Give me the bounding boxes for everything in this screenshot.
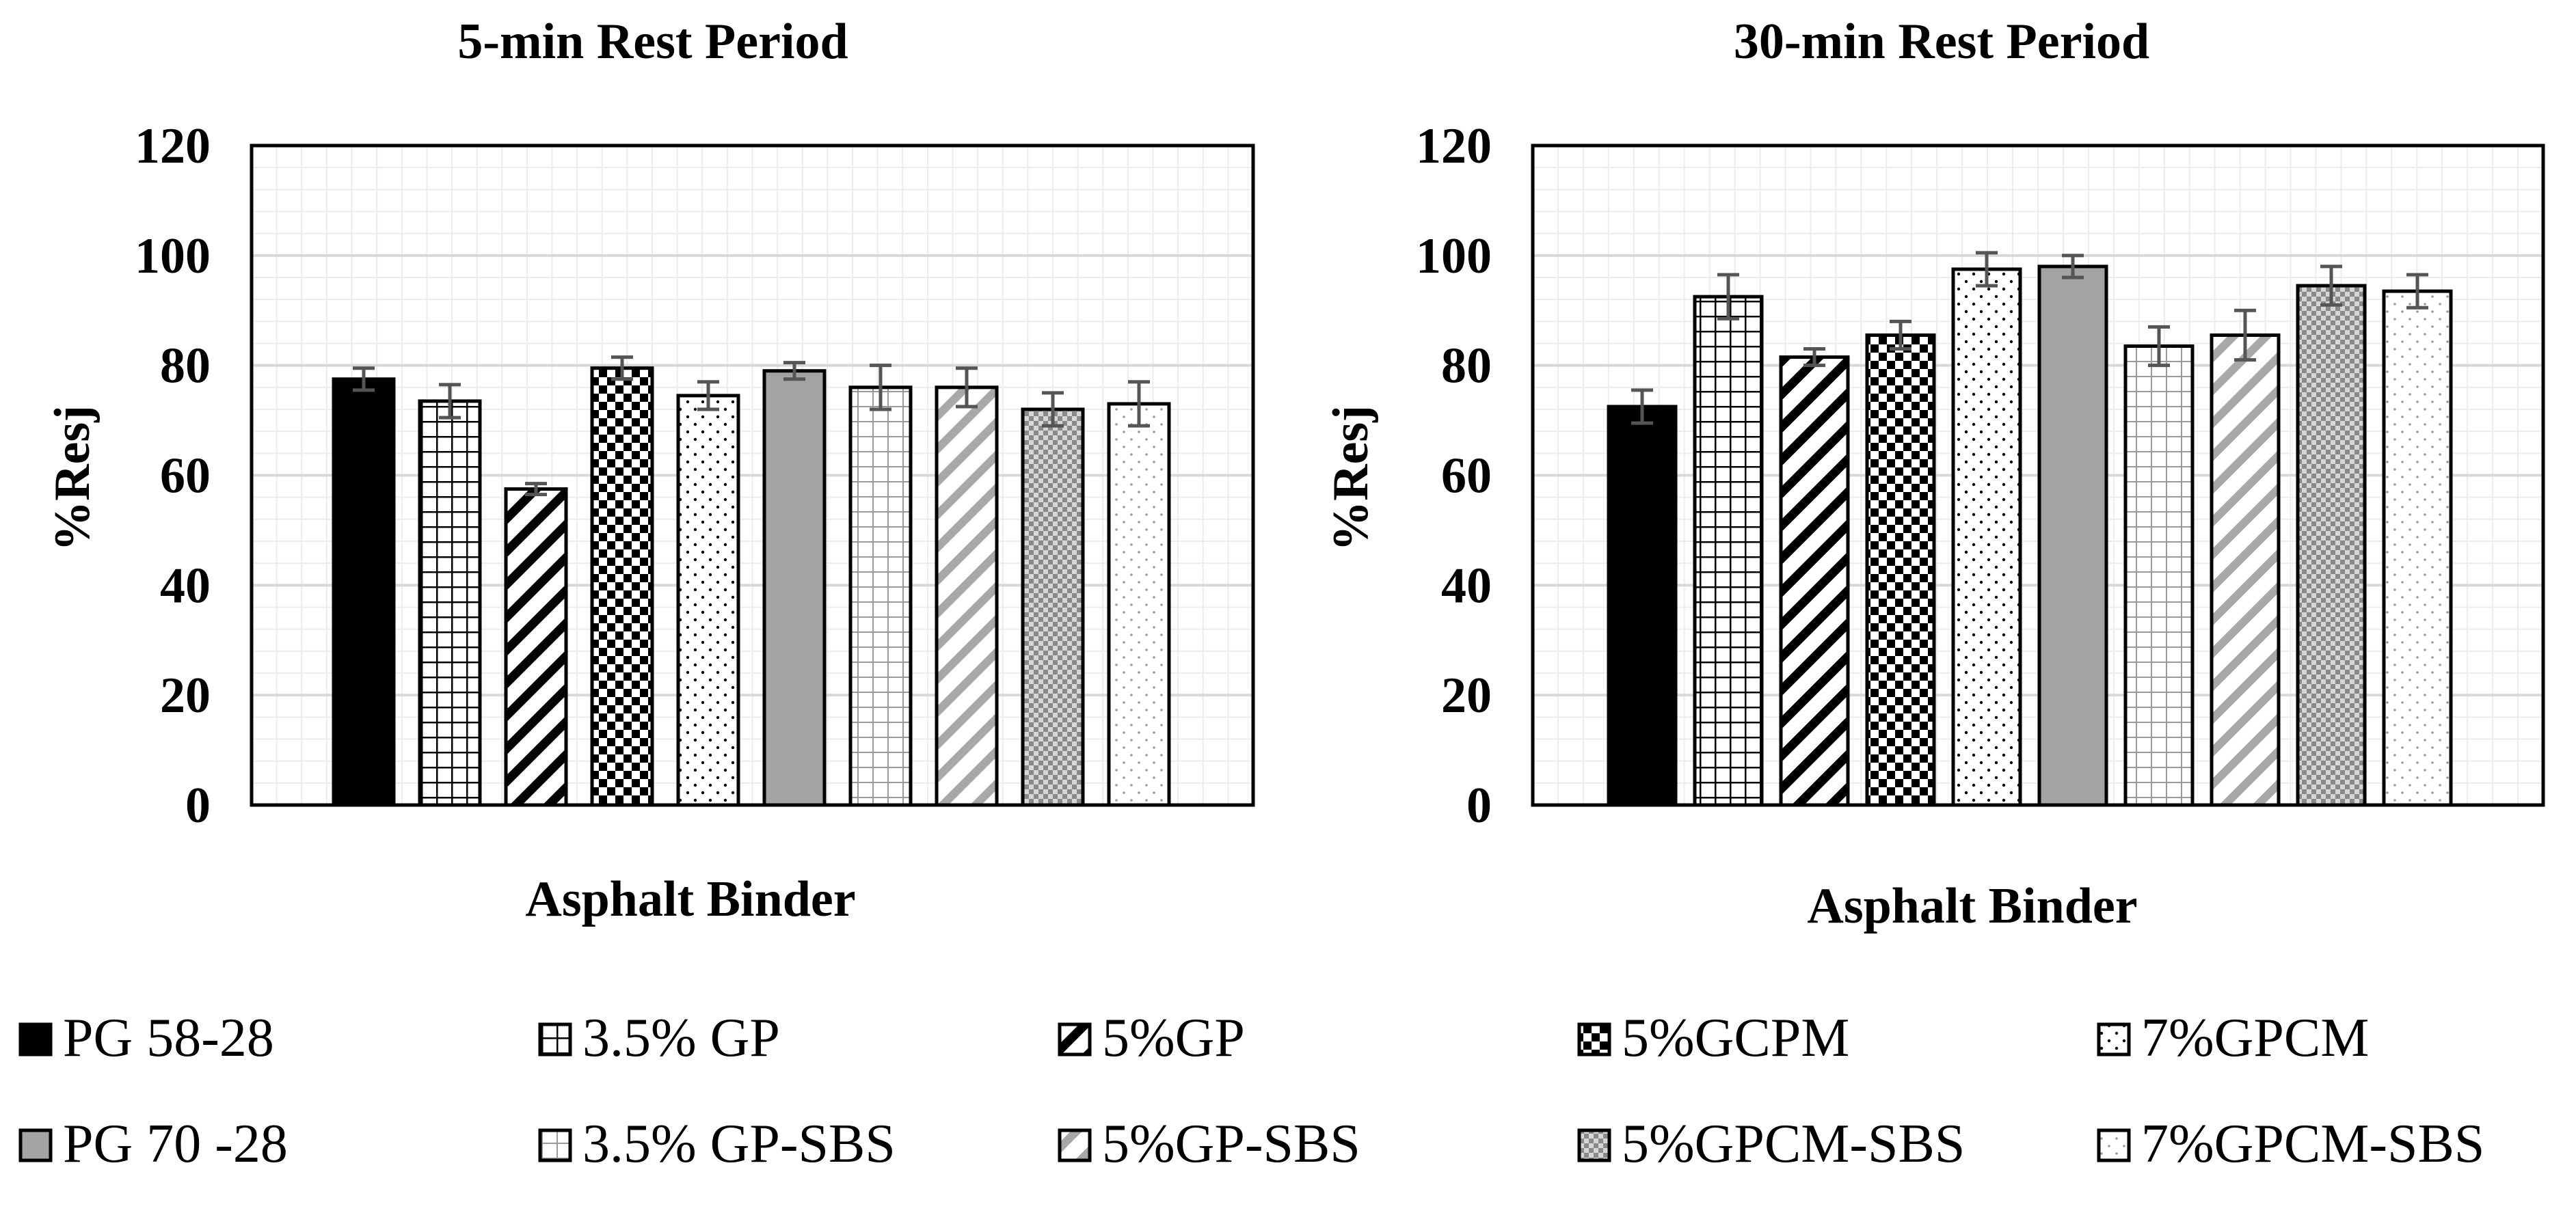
legend-item: 5%GP-SBS xyxy=(1058,1114,1360,1174)
y-tick-label: 20 xyxy=(1441,668,1492,724)
error-bar xyxy=(1803,347,1825,368)
legend-label: 3.5% GP-SBS xyxy=(582,1114,896,1174)
legend-swatch xyxy=(18,1022,53,1057)
error-bar xyxy=(1631,388,1653,425)
bar-3-5-gp xyxy=(418,399,482,807)
bar-5-gp-sbs xyxy=(935,385,999,807)
legend-item: 5%GCPM xyxy=(1577,1008,1849,1068)
y-axis-label: %Resj xyxy=(1323,405,1379,551)
legend-label: PG 70 -28 xyxy=(63,1114,288,1174)
error-bar xyxy=(1128,380,1150,428)
y-tick-label: 0 xyxy=(1466,778,1492,834)
y-axis-label: %Resj xyxy=(44,405,100,551)
legend-label: 7%GPCM-SBS xyxy=(2141,1114,2484,1174)
bar-5-gpcm-sbs xyxy=(1021,407,1085,807)
chart-title: 30-min Rest Period xyxy=(1734,14,2149,70)
error-bar xyxy=(525,482,547,497)
bar-3-5-gp-sbs xyxy=(848,385,913,807)
plot-frame xyxy=(1531,144,2545,807)
legend-swatch xyxy=(538,1128,572,1162)
legend: PG 58-28 3.5% GP 5%GP 5%GCPM 7%GPCM PG 70 -28… xyxy=(18,1008,2484,1174)
bar-7-gpcm-sbs xyxy=(2382,289,2453,807)
legend-item: 5%GP xyxy=(1058,1008,1245,1068)
error-bar xyxy=(697,380,719,411)
bar-5-gpcm-sbs xyxy=(2296,284,2367,807)
y-tick-label: 100 xyxy=(1416,228,1492,284)
bar-pg-58-28 xyxy=(332,377,396,807)
bar-7-gpcm xyxy=(1951,267,2022,807)
legend-swatch xyxy=(2097,1128,2131,1162)
error-bar xyxy=(611,355,633,381)
error-bar xyxy=(2320,264,2342,307)
legend-item: 3.5% GP-SBS xyxy=(538,1114,896,1174)
bar-3-5-gp xyxy=(1693,295,1764,807)
bar-5-gp xyxy=(504,487,568,807)
y-tick-label: 120 xyxy=(1416,118,1492,174)
legend-label: 7%GPCM xyxy=(2141,1008,2369,1068)
error-bar xyxy=(783,361,805,381)
legend-label: PG 58-28 xyxy=(63,1008,274,1068)
chart-title: 5-min Rest Period xyxy=(457,14,848,70)
bar-5-gp-sbs xyxy=(2210,333,2281,807)
legend-item: 7%GPCM-SBS xyxy=(2097,1114,2484,1174)
legend-swatch xyxy=(2097,1022,2131,1057)
legend-item: 5%GPCM-SBS xyxy=(1577,1114,1965,1174)
error-bar xyxy=(1976,251,1998,288)
error-bar xyxy=(2234,308,2256,362)
legend-swatch xyxy=(1058,1128,1092,1162)
y-tick-label: 80 xyxy=(160,338,211,394)
bar-pg-58-28 xyxy=(1607,405,1678,807)
plot-area: 0 20 40 60 80 100 120 xyxy=(1416,118,2545,834)
legend-item: 3.5% GP xyxy=(538,1008,780,1068)
chart-30min: 30-min Rest Period 0 20 40 60 80 100 120 Aspha… xyxy=(1323,14,2545,934)
y-tick-label: 40 xyxy=(1441,558,1492,614)
legend-swatch xyxy=(538,1022,572,1057)
legend-label: 5%GP xyxy=(1102,1008,1245,1068)
chart-5min: 5-min Rest Period 0 20 40 60 80 100 120 Asphal… xyxy=(44,14,1255,927)
bar-5-gp xyxy=(1779,355,1850,807)
legend-label: 5%GP-SBS xyxy=(1102,1114,1360,1174)
legend-swatch xyxy=(18,1128,53,1162)
error-bar xyxy=(1717,273,1739,321)
y-tick-label: 20 xyxy=(160,668,211,724)
legend-item: PG 70 -28 xyxy=(18,1114,288,1174)
error-bar xyxy=(2062,254,2084,280)
legend-label: 5%GCPM xyxy=(1622,1008,1849,1068)
error-bar xyxy=(2148,325,2170,368)
error-bar xyxy=(439,383,461,420)
legend-swatch xyxy=(1577,1022,1611,1057)
bar-7-gpcm xyxy=(676,394,740,807)
bar-7-gpcm-sbs xyxy=(1107,402,1171,807)
y-tick-label: 100 xyxy=(135,228,211,284)
bar-5-gcpm xyxy=(1865,333,1936,807)
legend-item: 7%GPCM xyxy=(2097,1008,2369,1068)
y-tick-label: 80 xyxy=(1441,338,1492,394)
error-bar xyxy=(353,366,375,392)
bar-pg-70-28 xyxy=(762,369,827,807)
legend-swatch xyxy=(1577,1128,1611,1162)
y-tick-label: 0 xyxy=(185,778,211,834)
bar-3-5-gp-sbs xyxy=(2123,344,2195,807)
plot-frame xyxy=(250,144,1255,807)
error-bar xyxy=(956,366,978,409)
error-bar xyxy=(2406,273,2428,310)
x-axis-label: Asphalt Binder xyxy=(1807,878,2137,934)
bar-pg-70-28 xyxy=(2037,264,2108,807)
legend-item: PG 58-28 xyxy=(18,1008,274,1068)
error-bar xyxy=(1042,391,1064,428)
y-tick-label: 60 xyxy=(160,448,211,504)
plot-area: 0 20 40 60 80 100 120 xyxy=(135,118,1255,834)
error-bar xyxy=(1890,319,1911,351)
bar-5-gcpm xyxy=(590,366,654,807)
legend-label: 5%GPCM-SBS xyxy=(1622,1114,1965,1174)
legend-swatch xyxy=(1058,1022,1092,1057)
y-tick-label: 120 xyxy=(135,118,211,174)
y-tick-label: 60 xyxy=(1441,448,1492,504)
legend-label: 3.5% GP xyxy=(582,1008,780,1068)
x-axis-label: Asphalt Binder xyxy=(525,871,855,927)
error-bar xyxy=(870,364,891,411)
y-tick-label: 40 xyxy=(160,558,211,614)
